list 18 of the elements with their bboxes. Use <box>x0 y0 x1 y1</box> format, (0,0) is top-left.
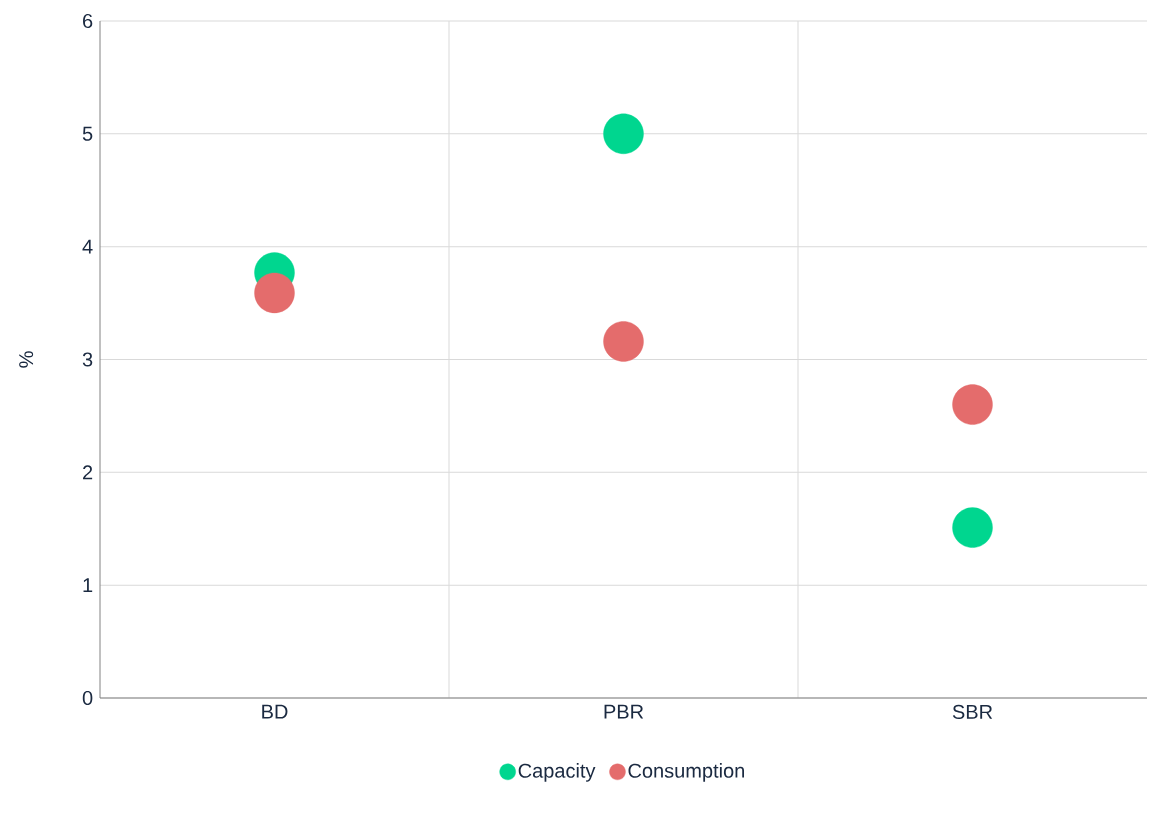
x-tick-label: SBR <box>952 704 993 719</box>
y-tick-label: 1 <box>83 578 93 593</box>
y-tick-label: 6 <box>83 13 93 29</box>
x-tick-label: BD <box>262 704 288 719</box>
point <box>952 384 993 425</box>
y-tick-label: 4 <box>82 239 93 254</box>
y-tick-label: 3 <box>82 352 93 367</box>
y-tick-label: 0 <box>82 690 93 706</box>
point <box>952 507 993 548</box>
point <box>603 113 644 155</box>
point <box>603 321 644 362</box>
y-tick-label: 5 <box>82 126 93 141</box>
x-tick-label: PBR <box>604 704 644 719</box>
y-axis-title: % <box>19 351 34 368</box>
legend-label: Consumption <box>628 763 744 782</box>
y-tick-label: 2 <box>83 465 93 480</box>
point <box>254 272 295 314</box>
legend-label: Capacity <box>518 763 596 782</box>
